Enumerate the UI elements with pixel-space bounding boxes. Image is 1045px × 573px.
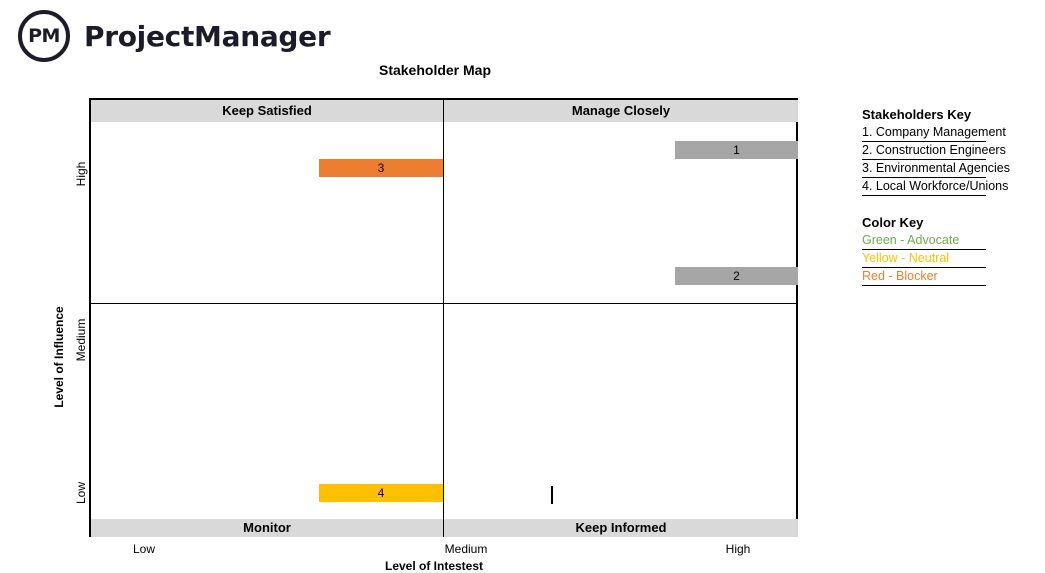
horizontal-divider xyxy=(91,303,796,304)
stakeholders-key-item: 3. Environmental Agencies xyxy=(862,160,1010,178)
text-cursor xyxy=(551,486,553,504)
map-title: Stakeholder Map xyxy=(378,62,492,78)
x-tick-high: High xyxy=(725,542,751,556)
x-axis-title: Level of Intestest xyxy=(384,559,484,573)
pm-logo-icon: PM xyxy=(18,10,70,62)
vertical-divider xyxy=(443,100,444,535)
color-key-blocker: Red - Blocker xyxy=(862,268,986,286)
color-key-neutral: Yellow - Neutral xyxy=(862,250,986,268)
color-key: Color Key Green - Advocate Yellow - Neut… xyxy=(862,214,986,286)
stakeholder-marker-3: 3 xyxy=(319,159,443,177)
stakeholder-marker-2: 2 xyxy=(675,267,798,285)
stakeholders-key-item: 2. Construction Engineers xyxy=(862,142,1006,160)
brand-logo: PM ProjectManager xyxy=(18,10,331,62)
quadrant-manage-closely: Manage Closely xyxy=(444,100,798,122)
stakeholders-key: Stakeholders Key 1. Company Management 2… xyxy=(862,106,1010,196)
quadrant-keep-satisfied: Keep Satisfied xyxy=(91,100,443,122)
stakeholder-marker-1: 1 xyxy=(675,141,798,159)
x-tick-medium: Medium xyxy=(444,542,488,556)
stakeholder-grid: Keep Satisfied Manage Closely Monitor Ke… xyxy=(89,98,798,537)
quadrant-monitor: Monitor xyxy=(91,519,443,537)
stakeholder-marker-4: 4 xyxy=(319,484,443,502)
stakeholders-key-item: 4. Local Workforce/Unions xyxy=(862,178,1008,196)
stakeholders-key-item: 1. Company Management xyxy=(862,124,1006,142)
brand-name: ProjectManager xyxy=(84,19,331,53)
color-key-title: Color Key xyxy=(862,215,924,230)
quadrant-keep-informed: Keep Informed xyxy=(444,519,798,537)
stakeholders-key-title: Stakeholders Key xyxy=(862,107,972,122)
x-tick-low: Low xyxy=(132,542,156,556)
color-key-advocate: Green - Advocate xyxy=(862,232,986,250)
